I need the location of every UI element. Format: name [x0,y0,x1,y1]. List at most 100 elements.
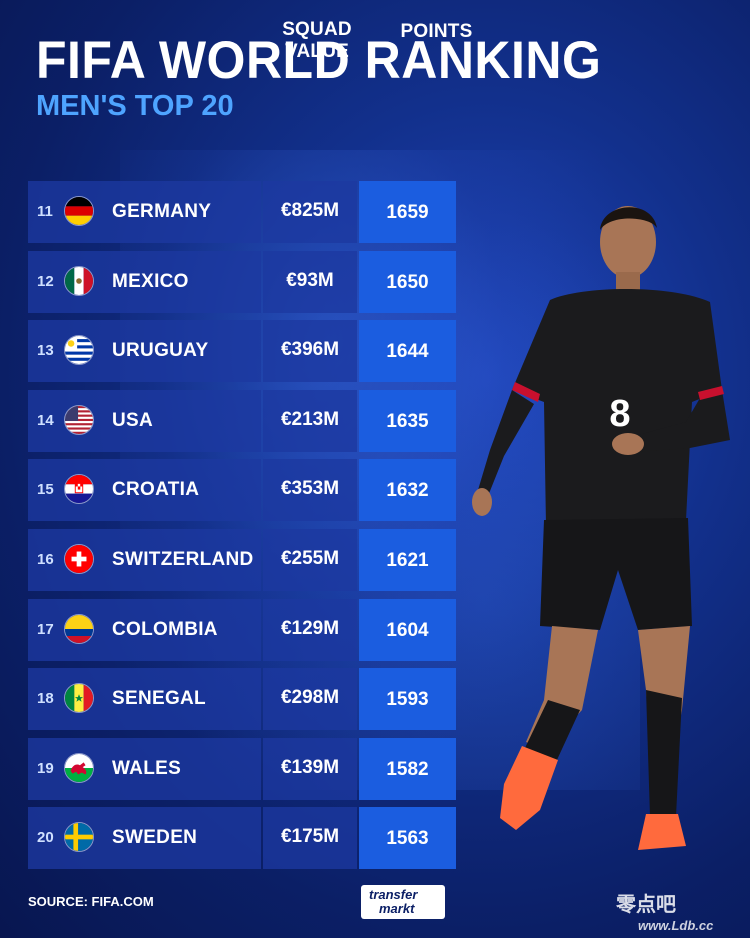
table-row: 17 COLOMBIA €129M 1604 [28,598,456,661]
croatia-flag-icon [64,474,94,505]
rank-number: 20 [37,829,54,847]
squad-value: €255M [280,547,340,569]
points-cell: 1650 [359,250,456,313]
points-cell: 1644 [359,320,456,383]
country-cell: 18 SENEGAL [28,668,261,731]
squad-value-cell: €93M [263,250,357,313]
country-cell: 12 MEXICO [28,250,261,313]
country-name: COLOMBIA [112,618,218,640]
squad-value: €825M [280,200,340,221]
squad-value-cell: €175M [263,807,357,870]
table-row: 11 GERMANY €825M 1659 [28,181,456,243]
uruguay-flag-icon [64,335,94,366]
squad-value-cell: €255M [263,528,357,591]
rank-number: 13 [37,342,54,360]
country-cell: 19 WALES [28,737,261,800]
points-cell: 1563 [359,807,456,870]
senegal-flag-icon [64,683,94,714]
squad-value: €396M [280,339,340,361]
points-cell: 1604 [359,598,456,661]
country-name: GERMANY [112,201,212,222]
rank-number: 14 [37,411,54,429]
source-credit: SOURCE: FIFA.COM [28,894,154,909]
squad-value-cell: €353M [263,459,357,522]
squad-value-cell: €213M [263,389,357,452]
germany-flag-icon [64,196,94,226]
logo-text-line1: transfer [369,887,418,902]
country-cell: 17 COLOMBIA [28,598,261,661]
mexico-flag-icon [64,265,94,296]
points-cell: 1632 [359,459,456,522]
table-row: 14 USA €213M 1635 [28,389,456,452]
usa-flag-icon [64,404,94,435]
squad-value: €353M [280,478,340,500]
table-row: 12 MEXICO €93M 1650 [28,250,456,313]
logo-text-line2: markt [379,901,415,916]
ranking-table: 11 GERMANY €825M 1659 12 MEXICO €93M 165… [28,181,456,877]
points-cell: 1635 [359,389,456,452]
rank-number: 18 [37,690,54,708]
points-cell: 1593 [359,668,456,731]
page-subtitle: MEN'S TOP 20 [36,90,234,122]
country-cell: 13 URUGUAY [28,320,261,383]
colombia-flag-icon [64,613,94,644]
column-header-squad-value: SQUAD VALUE [282,19,352,62]
country-name: MEXICO [112,270,189,292]
country-name: SWEDEN [112,827,198,849]
country-cell: 16 SWITZERLAND [28,528,261,591]
country-name: URUGUAY [112,340,209,362]
squad-value: €129M [280,617,340,639]
squad-value-cell: €825M [263,181,357,243]
country-cell: 14 USA [28,389,261,452]
points-value: 1593 [386,689,429,711]
country-name: CROATIA [112,479,200,501]
points-value: 1582 [386,758,429,780]
points-value: 1632 [386,480,429,502]
table-row: 18 SENEGAL €298M 1593 [28,668,456,731]
table-row: 15 CROATIA €353M 1632 [28,459,456,522]
switzerland-flag-icon [64,543,94,574]
points-cell: 1659 [359,181,456,243]
squad-value: €93M [286,269,334,291]
wales-flag-icon [64,752,94,783]
squad-value-cell: €139M [263,737,357,800]
table-row: 13 URUGUAY €396M 1644 [28,320,456,383]
country-cell: 11 GERMANY [28,181,261,243]
points-value: 1650 [386,271,429,293]
rank-number: 16 [37,550,54,568]
transfermarkt-logo: transfer markt [361,885,445,919]
watermark-url: www.Ldb.cc [638,918,714,933]
country-name: WALES [112,757,182,779]
squad-value-cell: €396M [263,320,357,383]
country-name: SWITZERLAND [112,548,254,570]
rank-number: 17 [37,620,54,638]
player-photo: 8 [472,206,730,850]
table-row: 16 SWITZERLAND €255M 1621 [28,528,456,591]
country-cell: 15 CROATIA [28,459,261,522]
sweden-flag-icon [64,822,94,853]
squad-value: €213M [280,408,340,430]
points-value: 1563 [386,828,429,850]
points-value: 1659 [386,202,429,223]
rank-number: 15 [37,481,54,499]
squad-value-cell: €298M [263,668,357,731]
table-row: 19 WALES €139M 1582 [28,737,456,800]
points-cell: 1621 [359,528,456,591]
rank-number: 12 [37,272,54,290]
points-value: 1635 [386,410,429,432]
page-title: FIFA WORLD RANKING [36,30,602,90]
points-cell: 1582 [359,737,456,800]
country-name: SENEGAL [112,688,206,710]
rank-number: 11 [37,203,53,220]
points-value: 1621 [386,549,429,571]
squad-value: €298M [280,687,340,709]
squad-value-cell: €129M [263,598,357,661]
table-row: 20 SWEDEN €175M 1563 [28,807,456,870]
shirt-number: 8 [609,393,630,435]
country-name: USA [112,409,154,431]
watermark: 零点吧 [616,892,676,916]
points-value: 1604 [386,619,429,641]
country-cell: 20 SWEDEN [28,807,261,870]
column-header-points: POINTS [400,21,473,42]
squad-value: €175M [280,826,340,848]
